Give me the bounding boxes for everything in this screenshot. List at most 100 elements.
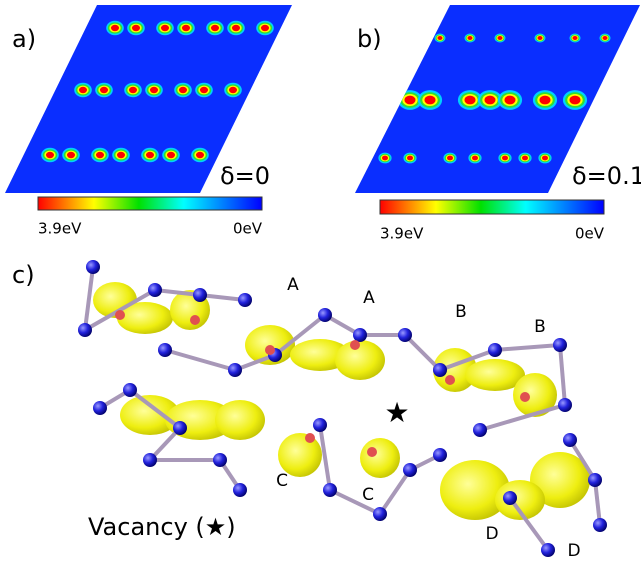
contour [96,151,104,159]
atom [143,453,157,467]
contour [484,95,496,105]
contour [79,86,87,94]
bond [329,488,381,516]
isosurface [335,340,385,380]
contour [464,95,476,105]
isosurface [215,400,265,440]
isosurface [465,359,525,391]
contour [437,36,443,40]
isosurface [120,395,180,435]
atom [238,293,252,307]
contour [232,24,240,32]
contour [467,36,473,40]
atom [503,491,517,505]
bond [83,266,95,331]
contour [472,155,478,161]
atom [305,433,315,443]
atom [228,363,242,377]
bond [128,388,182,430]
contour [161,24,169,32]
contour [404,95,416,105]
atom [173,421,187,435]
structure [78,260,607,557]
site-label: A [363,288,375,308]
contour [497,36,503,40]
site-label: D [485,524,498,544]
contour [146,151,154,159]
atom [433,363,447,377]
atom [190,315,200,325]
contour [100,86,108,94]
site-label: C [362,485,374,505]
contour [132,24,140,32]
contour [179,86,187,94]
contour [602,36,608,40]
atom [78,323,92,337]
contour [407,155,413,161]
atom [350,340,360,350]
contour [522,155,528,161]
contour [542,155,548,161]
isosurface [495,480,545,520]
contour [200,86,208,94]
atom [193,288,207,302]
bond [234,353,276,372]
contour [424,95,436,105]
bond [479,403,566,432]
contour [382,155,388,161]
atom [93,401,107,415]
contour [261,24,269,32]
bond [593,479,602,526]
atom [123,383,137,397]
atom [553,338,567,352]
atom [558,398,572,412]
atom [313,418,327,432]
bond [164,348,236,372]
contour [196,151,204,159]
vacancy-star: ★ [384,396,409,429]
colorbar [379,199,605,215]
contour [182,24,190,32]
atom [158,343,172,357]
atom [323,483,337,497]
atom [445,375,455,385]
bond [154,288,201,297]
bond [439,348,496,372]
atom [115,310,125,320]
isosurface [117,302,173,334]
bond [558,344,567,406]
site-label: B [455,302,467,322]
scale-label: 0eV [575,225,605,243]
bond [148,426,182,462]
contour [229,86,237,94]
map-a [5,5,292,193]
delta-label: δ=0.1 [572,162,641,190]
delta-label: δ=0 [220,162,270,190]
atom [433,448,447,462]
atom [588,473,602,487]
contour [502,155,508,161]
density-a [41,20,274,163]
bond [273,313,327,357]
contour [111,24,119,32]
bond [378,468,412,516]
bond [568,438,597,482]
isosurface [530,452,590,508]
bond [403,333,442,372]
contour [537,36,543,40]
contour [67,151,75,159]
panel-label: c) [12,261,35,289]
isosurface [278,433,322,477]
panel-label: a) [12,25,36,53]
atom [520,392,530,402]
atom [403,463,417,477]
atom [398,328,412,342]
atom [367,447,377,457]
site-label: D [567,541,580,561]
contour [129,86,137,94]
scale-label: 3.9eV [38,220,82,238]
atom [593,518,607,532]
atom [563,433,577,447]
atom [86,260,100,274]
contour [447,155,453,161]
